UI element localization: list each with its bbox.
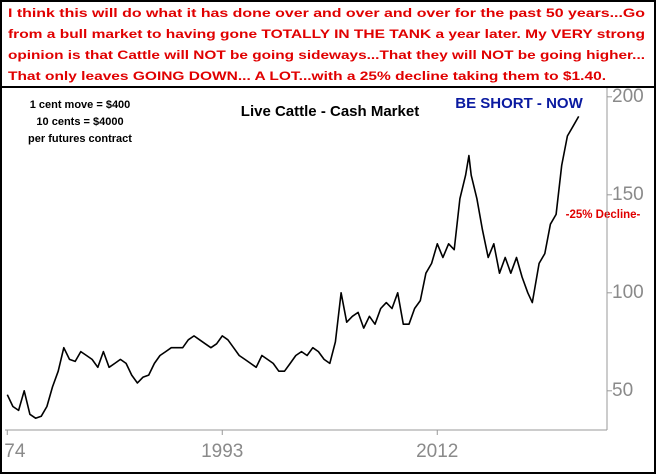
note: per futures contract <box>28 133 132 145</box>
y-tick-label: 50 <box>612 380 633 401</box>
note: 1 cent move = $400 <box>30 99 131 111</box>
y-tick-label: 200 <box>612 86 644 107</box>
decline-label: -25% Decline- <box>566 209 641 221</box>
note: 10 cents = $4000 <box>36 116 123 128</box>
x-tick-label: 2012 <box>416 441 458 462</box>
headline-line: That only leaves GOING DOWN... A LOT...w… <box>8 69 606 83</box>
chart-title: Live Cattle - Cash Market <box>241 103 419 120</box>
headline-line: opinion is that Cattle will NOT be going… <box>8 48 645 62</box>
headline-line: from a bull market to having gone TOTALL… <box>8 27 645 41</box>
price-line <box>6 116 580 419</box>
x-tick-label: 1993 <box>201 441 243 462</box>
headline-box <box>0 0 656 88</box>
x-tick-label: 74 <box>4 441 26 462</box>
y-tick-label: 150 <box>612 184 644 205</box>
callout: BE SHORT - NOW <box>455 95 583 112</box>
y-tick-label: 100 <box>612 282 644 303</box>
headline-line: I think this will do what it has done ov… <box>8 6 645 20</box>
